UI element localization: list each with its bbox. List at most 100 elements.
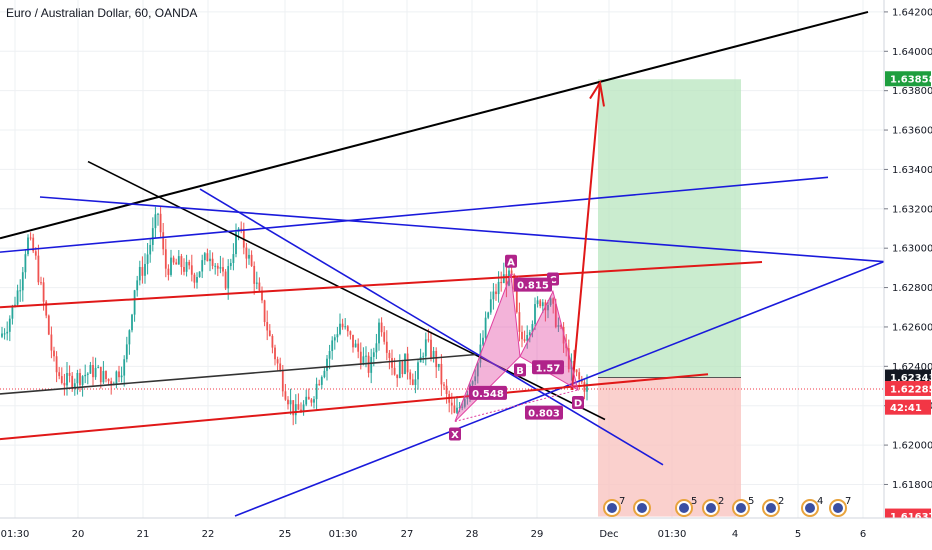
price-tag-label: 1.63858	[890, 75, 932, 86]
candle-body	[261, 290, 263, 301]
pattern-point-c-label: C	[549, 275, 556, 286]
candle-body	[430, 339, 432, 358]
candle-body	[258, 282, 261, 291]
candle-body	[79, 372, 81, 385]
candle-body	[502, 274, 505, 284]
time-tick-label: Dec	[599, 529, 618, 540]
candle-body	[406, 353, 409, 373]
candle-body	[281, 370, 284, 392]
ratio-tag	[469, 385, 507, 400]
flag-icon[interactable]	[637, 503, 647, 513]
candle-body	[125, 344, 128, 360]
flag-icon[interactable]	[736, 503, 746, 513]
event-count[interactable]: 2	[718, 496, 724, 507]
candle-body	[541, 302, 544, 307]
channel-red-lower	[0, 373, 709, 441]
candle-body	[123, 359, 126, 376]
price-tick-label: 1.63600	[892, 126, 932, 137]
event-count[interactable]: 5	[748, 496, 754, 507]
price-tag[interactable]	[885, 369, 931, 385]
candle-body	[154, 214, 157, 229]
candle-body	[66, 372, 68, 386]
candle-body	[489, 299, 492, 313]
flag-icon[interactable]	[706, 503, 716, 513]
flag-icon[interactable]	[766, 503, 776, 513]
candle-body	[240, 228, 243, 230]
flag-icon[interactable]	[805, 503, 815, 513]
time-axis[interactable]: 01:30 20 21 22 25 01:30 27 28 29 Dec 01:30 4 5 6	[0, 517, 932, 550]
price-tag-label: 1.62285	[890, 384, 932, 395]
price-tag[interactable]	[885, 399, 931, 415]
candle-body	[255, 282, 258, 284]
candle-body	[422, 356, 425, 358]
candle-body	[346, 326, 349, 332]
candle-body	[107, 379, 110, 382]
candle-body	[336, 334, 339, 338]
candle-body	[146, 254, 149, 264]
candle-body	[307, 396, 310, 400]
candle-body	[557, 325, 560, 327]
candle-body	[34, 251, 37, 256]
candle-body	[531, 324, 534, 333]
candle-body	[318, 383, 321, 385]
price-tick-label: 1.64200	[892, 7, 932, 18]
candle-body	[183, 267, 185, 272]
candle-body	[461, 406, 464, 408]
event-markers[interactable]: 7 5 2 5 2 4 7	[603, 496, 851, 517]
candle-body	[315, 383, 318, 400]
time-tick-label: 21	[137, 529, 150, 540]
price-tick-label: 1.62800	[892, 283, 932, 294]
pattern-point-x-label: X	[451, 430, 459, 441]
candle-body	[222, 267, 224, 272]
candle-body	[359, 351, 362, 365]
price-axis[interactable]: 1.618001.620001.622001.624001.626001.628…	[883, 0, 932, 550]
event-count[interactable]: 7	[619, 496, 625, 507]
event-count[interactable]: 2	[778, 496, 784, 507]
candle-body	[253, 265, 256, 284]
candle-body	[274, 347, 276, 360]
flag-icon[interactable]	[607, 503, 617, 513]
candle-body	[185, 261, 188, 272]
trendline-blue-steep	[199, 188, 664, 466]
candle-body	[55, 356, 58, 373]
channel-red-upper	[0, 260, 763, 309]
candle-body	[120, 375, 123, 378]
candle-body	[294, 404, 297, 416]
candle-body	[497, 281, 500, 295]
candle-body	[3, 333, 6, 335]
candle-body	[453, 405, 456, 413]
candle-body	[76, 372, 79, 384]
candle-body	[216, 265, 219, 269]
candle-body	[487, 312, 490, 318]
grid-lines	[0, 0, 884, 518]
candle-body	[1, 333, 3, 337]
ratio-tag	[525, 405, 563, 420]
candle-body	[443, 384, 445, 386]
candle-body	[578, 372, 581, 380]
price-tag[interactable]	[885, 380, 931, 396]
candle-body	[94, 367, 97, 378]
candle-body	[84, 374, 87, 377]
event-count[interactable]: 7	[845, 496, 851, 507]
candle-body	[539, 300, 542, 307]
flag-icon[interactable]	[833, 503, 843, 513]
candle-body	[177, 256, 180, 265]
event-count[interactable]: 5	[691, 496, 697, 507]
candle-body	[554, 303, 557, 327]
price-tag[interactable]	[885, 71, 931, 87]
pattern-point-tag	[514, 363, 526, 377]
candle-body	[362, 356, 365, 365]
candle-body	[565, 343, 568, 349]
candle-body	[411, 379, 414, 385]
flag-icon[interactable]	[679, 503, 689, 513]
candle-body	[196, 277, 198, 283]
candle-body	[45, 301, 48, 316]
projection-arrow	[571, 82, 601, 391]
candle-body	[534, 304, 536, 325]
pattern-point-tag	[449, 427, 461, 441]
event-count[interactable]: 4	[817, 496, 823, 507]
candle-body	[320, 377, 323, 385]
candle-body	[349, 331, 352, 335]
candle-body	[276, 359, 279, 364]
